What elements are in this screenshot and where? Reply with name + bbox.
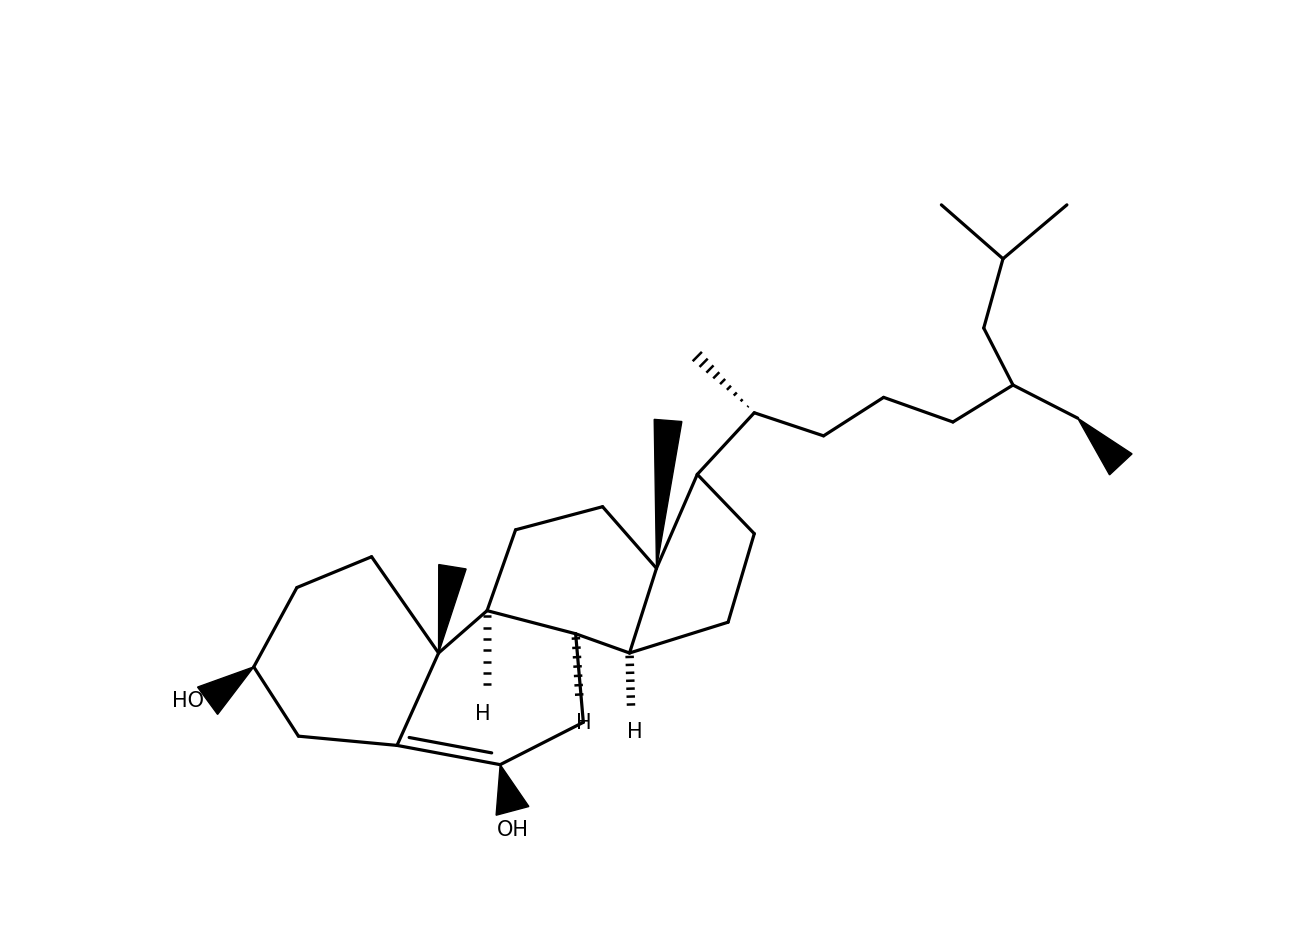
- Text: H: H: [576, 713, 591, 733]
- Text: HO: HO: [172, 691, 204, 711]
- Polygon shape: [654, 419, 682, 568]
- Polygon shape: [1077, 418, 1133, 475]
- Text: H: H: [627, 722, 643, 742]
- Polygon shape: [497, 765, 528, 815]
- Text: OH: OH: [497, 820, 528, 840]
- Polygon shape: [197, 667, 254, 714]
- Text: H: H: [476, 704, 491, 724]
- Polygon shape: [439, 564, 466, 653]
